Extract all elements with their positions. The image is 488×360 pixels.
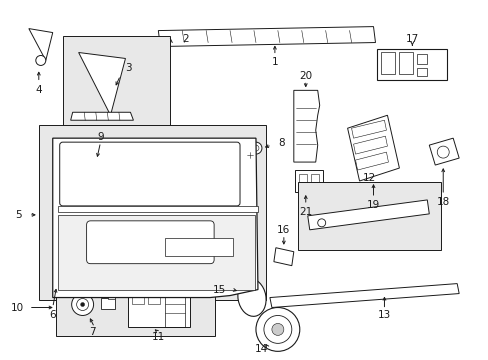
Polygon shape (293, 90, 319, 162)
Bar (148, 293, 160, 303)
Bar (298, 174, 306, 182)
Text: 6: 6 (49, 310, 56, 320)
FancyBboxPatch shape (60, 142, 240, 206)
Text: 9: 9 (97, 132, 103, 142)
Text: 4: 4 (36, 85, 42, 95)
Bar (132, 293, 144, 303)
Text: 1: 1 (271, 58, 278, 67)
Polygon shape (428, 138, 458, 165)
Polygon shape (58, 215, 254, 289)
Polygon shape (71, 112, 133, 120)
Circle shape (249, 142, 262, 154)
Polygon shape (269, 284, 458, 307)
Bar (165, 289, 185, 328)
Circle shape (36, 55, 46, 66)
Bar (62, 36, 170, 125)
Circle shape (71, 250, 114, 293)
Text: 5: 5 (16, 210, 22, 220)
Bar (297, 182, 440, 250)
FancyBboxPatch shape (86, 221, 214, 264)
Bar (101, 298, 115, 310)
Circle shape (54, 271, 67, 285)
Bar (310, 174, 318, 182)
Text: 18: 18 (436, 197, 449, 207)
Polygon shape (158, 27, 375, 46)
Bar (416, 68, 427, 76)
Circle shape (72, 293, 93, 315)
Text: 19: 19 (366, 200, 379, 210)
Bar (299, 132, 307, 140)
Bar (128, 289, 190, 328)
Polygon shape (53, 138, 258, 298)
Bar (381, 53, 395, 75)
Circle shape (125, 150, 135, 160)
Polygon shape (79, 53, 125, 115)
Text: 3: 3 (125, 63, 131, 73)
Polygon shape (273, 248, 293, 266)
Polygon shape (58, 206, 258, 212)
Bar (56, 282, 215, 336)
Polygon shape (347, 115, 399, 181)
Circle shape (271, 323, 283, 336)
Text: 12: 12 (362, 173, 375, 183)
Text: 2: 2 (182, 33, 188, 44)
Text: 17: 17 (405, 33, 418, 44)
Bar (399, 53, 412, 75)
Bar (107, 293, 115, 298)
Bar (165, 238, 233, 256)
Ellipse shape (237, 279, 265, 316)
Text: 11: 11 (151, 332, 164, 342)
Text: 10: 10 (10, 302, 23, 312)
Bar (377, 49, 447, 80)
Bar (299, 108, 307, 116)
Polygon shape (29, 28, 53, 60)
Text: 14: 14 (255, 345, 268, 354)
Bar (416, 54, 427, 64)
Circle shape (81, 302, 84, 306)
Text: 8: 8 (277, 138, 284, 148)
Text: 7: 7 (89, 327, 96, 337)
Text: 20: 20 (299, 71, 312, 81)
Text: 15: 15 (212, 284, 225, 294)
Text: 16: 16 (277, 225, 290, 235)
Bar (299, 120, 307, 128)
Bar (39, 125, 265, 300)
Polygon shape (307, 200, 428, 230)
Circle shape (255, 307, 299, 351)
Text: 21: 21 (299, 207, 312, 217)
Text: 13: 13 (377, 310, 390, 320)
Bar (294, 170, 322, 192)
Bar (299, 144, 307, 152)
